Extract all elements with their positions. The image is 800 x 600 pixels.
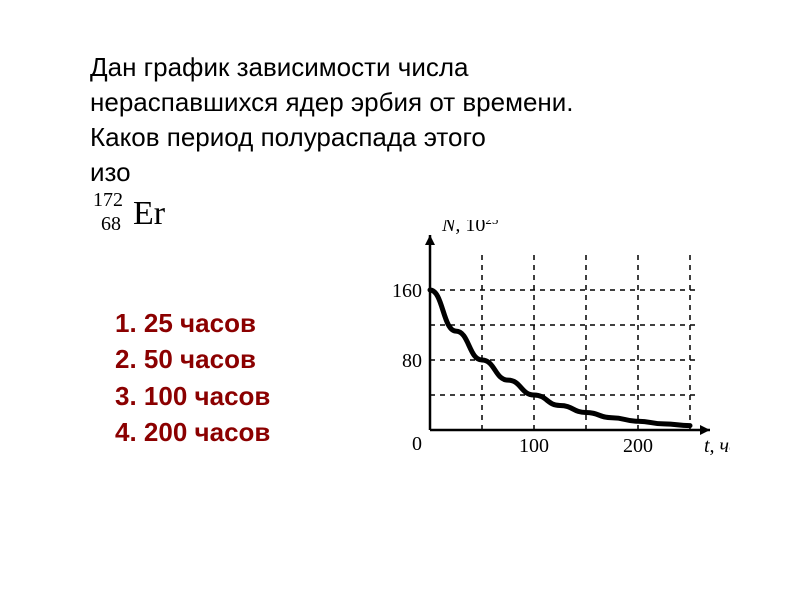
svg-text:200: 200 <box>623 435 653 457</box>
isotope-mass-number: 172 <box>93 189 123 212</box>
question-line-1: Дан график зависимости числа <box>90 52 469 82</box>
svg-text:80: 80 <box>402 350 422 372</box>
answer-option-1: 1. 25 часов <box>115 305 270 341</box>
svg-text:N, 1025: N, 1025 <box>441 220 498 236</box>
question-line-3: Каков период полураспада этого <box>90 122 486 152</box>
question-line-2: нераспавшихся ядер эрбия от времени. <box>90 87 574 117</box>
svg-text:100: 100 <box>519 435 549 457</box>
isotope-element: Er <box>133 195 165 232</box>
svg-text:160: 160 <box>392 280 422 302</box>
isotope-symbol: 172 68 Er <box>127 195 171 235</box>
answer-option-3: 3. 100 часов <box>115 378 270 414</box>
answer-option-2: 2. 50 часов <box>115 341 270 377</box>
isotope-atomic-number: 68 <box>101 213 121 236</box>
svg-text:0: 0 <box>412 433 422 455</box>
answer-option-4: 4. 200 часов <box>115 414 270 450</box>
decay-chart: 100 200 80 160 0 t, час N, 1025 <box>350 220 730 485</box>
question-line-4: изо <box>90 157 131 187</box>
question-text: Дан график зависимости числа нераспавших… <box>90 50 730 190</box>
answer-options: 1. 25 часов2. 50 часов3. 100 часов4. 200… <box>115 305 270 451</box>
decay-chart-svg: 100 200 80 160 0 t, час N, 1025 <box>350 220 730 480</box>
svg-text:t, час: t, час <box>704 435 730 457</box>
